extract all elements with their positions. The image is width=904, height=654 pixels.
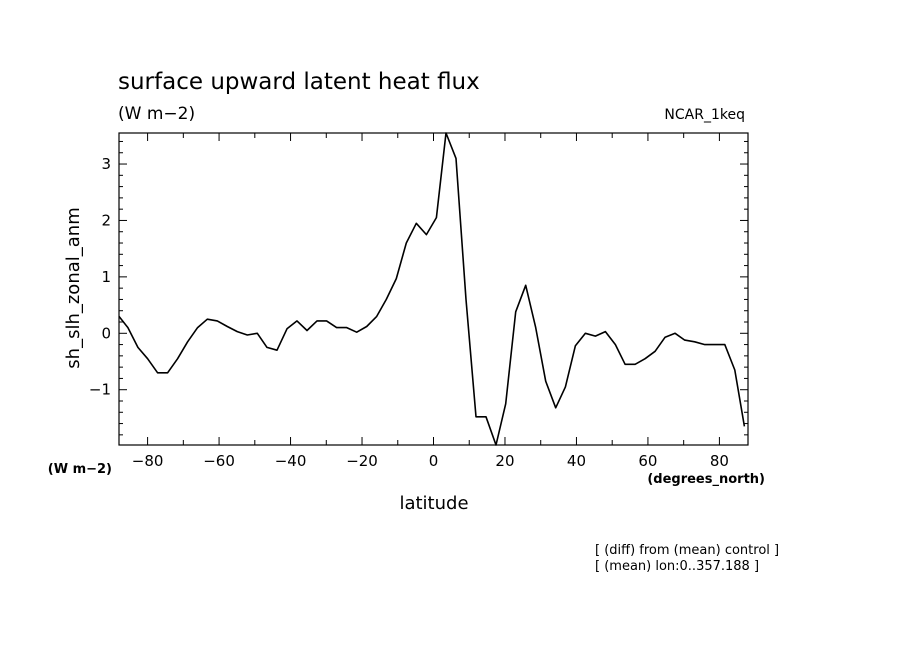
y-axis-label: sh_slh_zonal_anm	[63, 207, 84, 368]
y-tick-label: 1	[101, 268, 111, 286]
x-tick-label: 20	[495, 452, 514, 470]
plot-frame	[118, 132, 749, 446]
y-tick-label: 3	[101, 155, 111, 173]
x-tick-label: −40	[275, 452, 307, 470]
y-tick-label: −1	[89, 381, 111, 399]
chart-subtitle: (W m−2)	[118, 104, 195, 124]
x-tick-label: −20	[346, 452, 378, 470]
x-tick-label: 40	[567, 452, 586, 470]
x-tick-label: −80	[132, 452, 164, 470]
series-line	[118, 132, 746, 446]
y-tick-label: 0	[101, 324, 111, 342]
y-tick-label: 2	[101, 211, 111, 229]
x-axis-label: latitude	[399, 493, 468, 514]
mean-note: [ (mean) lon:0..357.188 ]	[595, 559, 759, 574]
x-tick-label: −60	[203, 452, 235, 470]
data-series	[118, 132, 746, 446]
x-tick-label: 60	[638, 452, 657, 470]
diff-note: [ (diff) from (mean) control ]	[595, 543, 779, 558]
x-tick-label: 80	[710, 452, 729, 470]
y-axis-unit: (W m−2)	[48, 462, 112, 477]
x-axis-unit: (degrees_north)	[647, 472, 765, 487]
chart-title: surface upward latent heat flux	[118, 69, 480, 95]
y-axis-ticks: −1 0 1 2 3	[89, 140, 748, 436]
x-axis-ticks: −80 −60 −40 −20 0 20 40 60 80	[132, 133, 729, 470]
x-tick-label: 0	[429, 452, 439, 470]
run-label: NCAR_1keq	[664, 107, 745, 123]
